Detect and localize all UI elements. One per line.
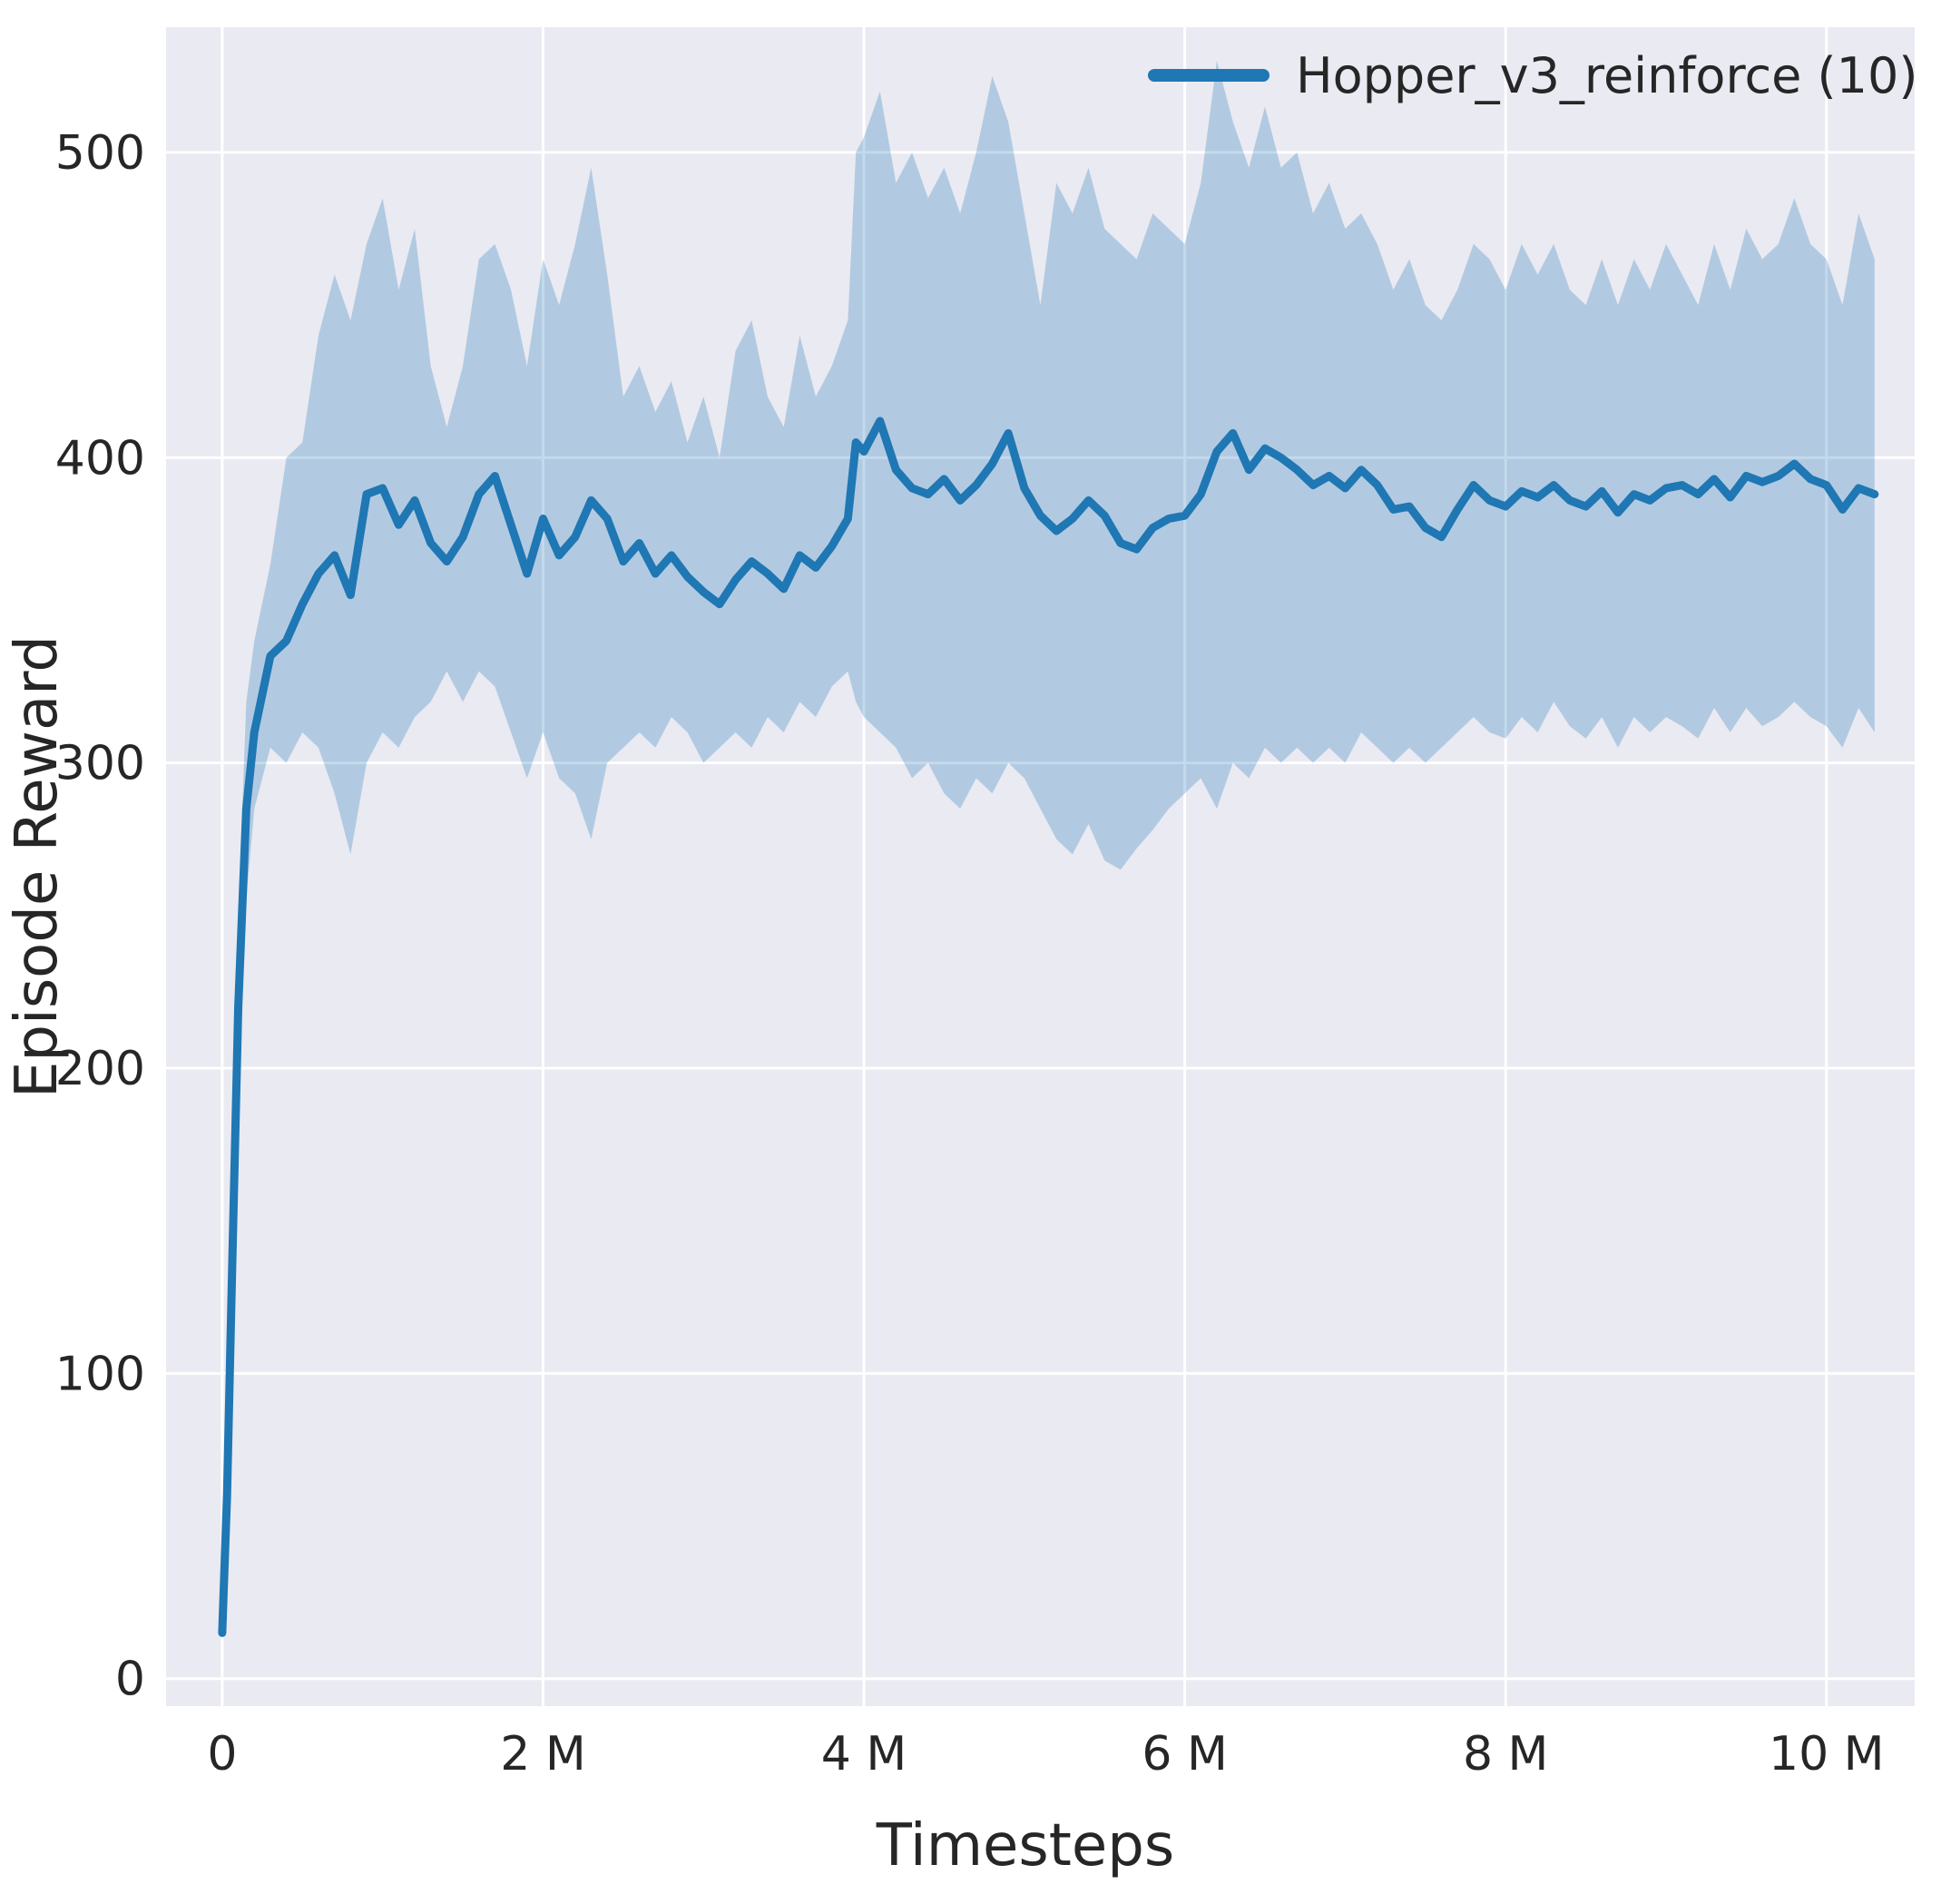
x-tick-label: 0 [207, 1727, 237, 1781]
confidence-band [221, 61, 1875, 1643]
y-tick-label: 300 [55, 737, 145, 791]
x-tick-label: 8 M [1463, 1727, 1548, 1781]
x-tick-label: 10 M [1769, 1727, 1885, 1781]
y-tick-label: 500 [55, 126, 145, 181]
legend-label: Hopper_v3_reinforce (10) [1296, 47, 1917, 104]
y-tick-label: 400 [55, 431, 145, 486]
y-axis-label: Episode Reward [4, 635, 71, 1098]
x-tick-label: 6 M [1142, 1727, 1227, 1781]
y-tick-label: 100 [55, 1347, 145, 1401]
x-tick-label: 4 M [821, 1727, 907, 1781]
mean-line [218, 417, 1879, 1637]
y-tick-label: 200 [55, 1042, 145, 1096]
x-axis-label: Timesteps [876, 1812, 1174, 1879]
legend: Hopper_v3_reinforce (10) [1148, 47, 1917, 104]
x-tick-label: 2 M [500, 1727, 585, 1781]
plot-background [166, 27, 1915, 1706]
y-tick-label: 0 [115, 1653, 145, 1707]
